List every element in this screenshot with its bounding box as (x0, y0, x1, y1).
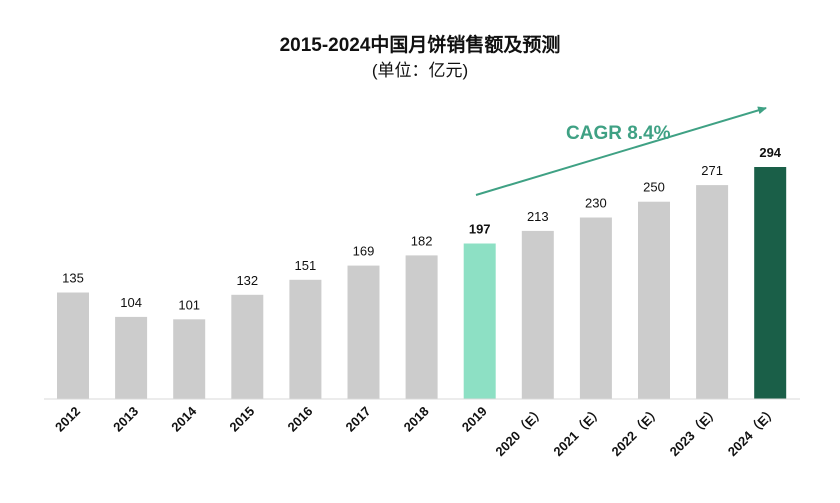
data-label-2012: 135 (62, 271, 84, 286)
x-tick-2018: 2018 (401, 404, 432, 435)
bar-2021（E） (579, 217, 612, 399)
x-tick-2019: 2019 (459, 404, 490, 435)
data-label-2016: 151 (295, 258, 317, 273)
data-label-2022（E）: 250 (643, 180, 665, 195)
data-label-2021（E）: 230 (585, 196, 607, 211)
bar-2014 (173, 319, 206, 399)
bar-2023（E） (696, 185, 729, 399)
x-tick-2013: 2013 (110, 404, 141, 435)
data-label-2024（E）: 294 (759, 145, 781, 160)
x-tick-2016: 2016 (284, 404, 315, 435)
x-tick-2024（E）: 2024（E） (725, 404, 781, 460)
bar-2020（E） (521, 230, 554, 399)
x-tick-2015: 2015 (226, 404, 257, 435)
chart-title: 2015-2024中国月饼销售额及预测 (279, 35, 561, 56)
x-tick-2022（E）: 2022（E） (609, 404, 665, 460)
bar-2018 (405, 255, 438, 399)
x-tick-labels: 2012 2013 2014 2015 2016 2017 2018 2019 2020（E） 2… (52, 403, 780, 459)
bar-2015 (231, 294, 264, 399)
bars-layer: 135 104 101 132 151 169 182 197 213 230 250 271 294 (57, 145, 787, 399)
data-label-2019: 197 (469, 222, 491, 237)
bar-2013 (115, 316, 148, 399)
x-tick-2014: 2014 (168, 403, 200, 435)
cagr-trend-arrow (475, 106, 767, 196)
data-label-2013: 104 (120, 295, 142, 310)
data-label-2017: 169 (353, 244, 375, 259)
bar-2017 (347, 265, 380, 399)
x-tick-2012: 2012 (52, 404, 83, 435)
data-label-2023（E）: 271 (701, 163, 723, 178)
data-label-2015: 132 (236, 273, 258, 288)
bar-2024（E） (754, 167, 787, 399)
data-label-2020（E）: 213 (527, 209, 549, 224)
x-tick-2020（E）: 2020（E） (492, 404, 548, 460)
bar-2016 (289, 279, 322, 399)
bar-2022（E） (638, 201, 670, 399)
x-tick-2021（E）: 2021（E） (550, 404, 606, 460)
cagr-annotation: CAGR 8.4% (566, 123, 671, 144)
x-tick-2017: 2017 (343, 404, 374, 435)
chart-subtitle: (单位：亿元) (371, 61, 469, 80)
x-tick-2023（E）: 2023（E） (667, 404, 723, 460)
data-label-2014: 101 (178, 297, 200, 312)
bar-2012 (57, 292, 89, 399)
bar-2019 (463, 243, 496, 399)
data-label-2018: 182 (411, 233, 433, 248)
